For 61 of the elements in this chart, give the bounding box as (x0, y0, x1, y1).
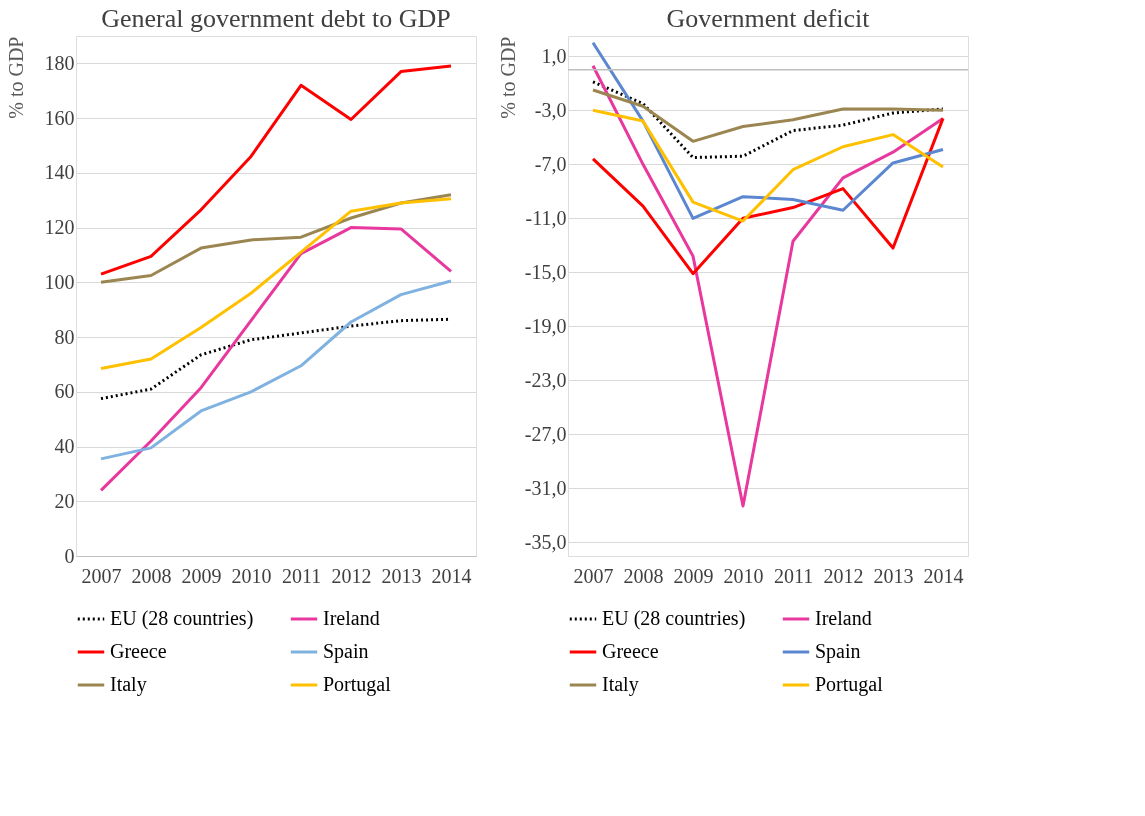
chart-title: Government deficit (666, 4, 871, 33)
line-series (99, 197, 453, 371)
x-tick-label: 2014 (431, 564, 472, 587)
x-tick-label: 2010 (723, 564, 764, 587)
line-series (591, 41, 945, 220)
y-tick-label: -27,0 (524, 422, 567, 445)
legend-label: Ireland (815, 607, 872, 629)
legend-label: Spain (815, 640, 861, 663)
y-tick-label: -31,0 (524, 476, 567, 499)
x-tick-label: 2007 (573, 564, 614, 587)
y-axis-title: % to GDP (496, 36, 519, 119)
legend-label: EU (28 countries) (602, 607, 746, 630)
line-series (99, 279, 453, 461)
line-series (591, 116, 945, 276)
x-tick-label: 2009 (181, 564, 222, 587)
x-tick-label: 2011 (281, 564, 322, 587)
x-tick-label: 2008 (131, 564, 172, 587)
x-tick-label: 2012 (823, 564, 864, 587)
legend-label: Ireland (323, 607, 380, 629)
legend-label: Spain (323, 640, 369, 663)
x-tick-label: 2011 (773, 564, 814, 587)
legend-label: Portugal (323, 673, 392, 696)
y-tick-label: 0 (64, 544, 75, 567)
y-tick-label: 60 (54, 380, 75, 403)
y-axis-title: % to GDP (4, 36, 27, 119)
y-tick-label: 100 (44, 270, 75, 293)
y-tick-label: -35,0 (524, 530, 567, 553)
y-tick-label: -3,0 (534, 98, 567, 121)
legend-label: Portugal (815, 673, 884, 696)
y-tick-label: 40 (54, 435, 75, 458)
y-tick-label: 160 (44, 106, 75, 129)
chart-title: General government debt to GDP (101, 4, 451, 33)
y-tick-label: 140 (44, 161, 75, 184)
y-tick-label: -19,0 (524, 314, 567, 337)
legend-label: Greece (110, 640, 167, 662)
legend-label: Italy (110, 673, 147, 696)
line-series (591, 108, 945, 223)
line-series (591, 88, 945, 143)
line-series (591, 80, 945, 160)
x-tick-label: 2007 (81, 564, 122, 587)
y-tick-label: 20 (54, 489, 75, 512)
y-tick-label: -11,0 (525, 206, 567, 229)
x-tick-label: 2010 (231, 564, 272, 587)
y-tick-label: -7,0 (534, 152, 567, 175)
legend-label: EU (28 countries) (110, 607, 254, 630)
y-tick-label: 1,0 (541, 44, 567, 67)
y-tick-label: -23,0 (524, 368, 567, 391)
line-series (99, 226, 453, 492)
x-tick-label: 2012 (331, 564, 372, 587)
x-tick-label: 2008 (623, 564, 664, 587)
x-tick-label: 2009 (673, 564, 714, 587)
y-tick-label: 80 (54, 325, 75, 348)
x-tick-label: 2013 (873, 564, 914, 587)
legend-label: Italy (602, 673, 639, 696)
y-tick-label: -15,0 (524, 260, 567, 283)
legend-label: Greece (602, 640, 659, 662)
y-tick-label: 120 (44, 216, 75, 239)
line-series (99, 64, 453, 276)
x-tick-label: 2014 (923, 564, 964, 587)
x-tick-label: 2013 (381, 564, 422, 587)
y-tick-label: 180 (44, 51, 75, 74)
